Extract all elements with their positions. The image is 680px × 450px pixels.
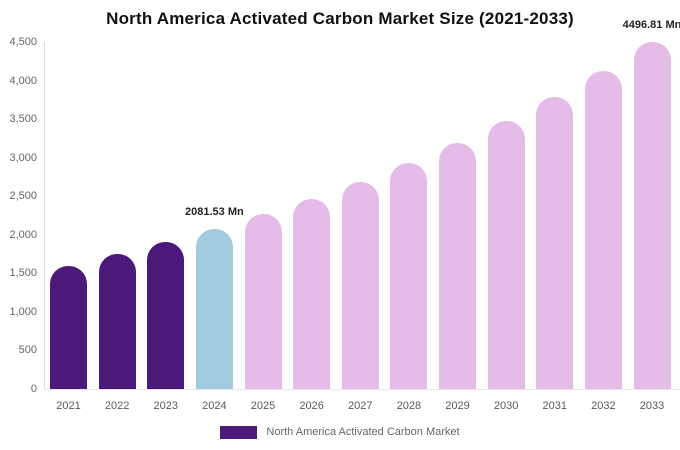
x-axis-tick-label-2032: 2032 [591, 400, 616, 412]
y-axis-tick-label: 3,500 [9, 113, 37, 126]
bar-2030[interactable] [487, 120, 525, 389]
x-axis-tick-label-2025: 2025 [250, 400, 276, 412]
bar-2026[interactable] [293, 198, 331, 389]
y-axis-tick-label: 1,000 [9, 305, 37, 318]
x-axis-tick-label-2031: 2031 [542, 400, 567, 412]
bar-2022[interactable] [98, 254, 136, 389]
x-axis-tick-label-2029: 2029 [445, 400, 470, 412]
legend: North America Activated Carbon Market [0, 425, 680, 439]
x-axis-tick-label-2033: 2033 [639, 400, 665, 412]
bar-value-label-2024: 2081.53 Mn [185, 205, 244, 218]
bar-2025[interactable] [244, 214, 282, 389]
legend-item-north-america-activated-carbon-market[interactable]: North America Activated Carbon Market [220, 425, 460, 439]
y-axis-tick-label: 1,500 [9, 267, 37, 280]
x-axis-tick-label-2021: 2021 [56, 400, 81, 412]
y-axis-tick-label: 500 [18, 344, 37, 357]
y-axis-tick-label: 0 [30, 383, 37, 395]
x-axis-line [44, 389, 680, 390]
bar-2027[interactable] [341, 181, 379, 389]
y-axis-tick-label: 2,000 [9, 228, 37, 241]
legend-label: North America Activated Carbon Market [266, 426, 460, 438]
legend-swatch [220, 425, 258, 439]
bar-2023[interactable] [147, 241, 185, 389]
x-axis-tick-label-2023: 2023 [153, 400, 178, 412]
chart-title: North America Activated Carbon Market Si… [106, 9, 574, 28]
y-axis-line [44, 42, 45, 389]
bar-2033[interactable] [633, 42, 671, 389]
bar-2029[interactable] [439, 142, 476, 389]
x-axis-tick-label-2024: 2024 [202, 400, 227, 412]
y-axis-tick-label: 4,500 [9, 36, 37, 48]
x-axis-tick-label-2026: 2026 [299, 400, 324, 412]
x-axis-tick-label-2028: 2028 [396, 400, 422, 412]
x-axis-tick-label-2027: 2027 [348, 400, 373, 412]
bar-2024[interactable] [195, 228, 233, 389]
plot-area: 2081.53 Mn 4496.81 Mn [44, 19, 680, 389]
x-axis-tick-label-2022: 2022 [104, 400, 130, 412]
y-axis-tick-label: 4,000 [9, 74, 37, 87]
bar-2032[interactable] [584, 70, 622, 389]
bar-2021[interactable] [50, 265, 87, 389]
bar-2028[interactable] [390, 162, 428, 389]
y-axis-tick-label: 2,500 [9, 190, 37, 203]
x-axis-tick-label-2030: 2030 [493, 400, 519, 412]
bar-2031[interactable] [536, 96, 574, 389]
y-axis-tick-label: 3,000 [9, 151, 37, 164]
bar-value-label-2033: 4496.81 Mn [622, 19, 680, 32]
